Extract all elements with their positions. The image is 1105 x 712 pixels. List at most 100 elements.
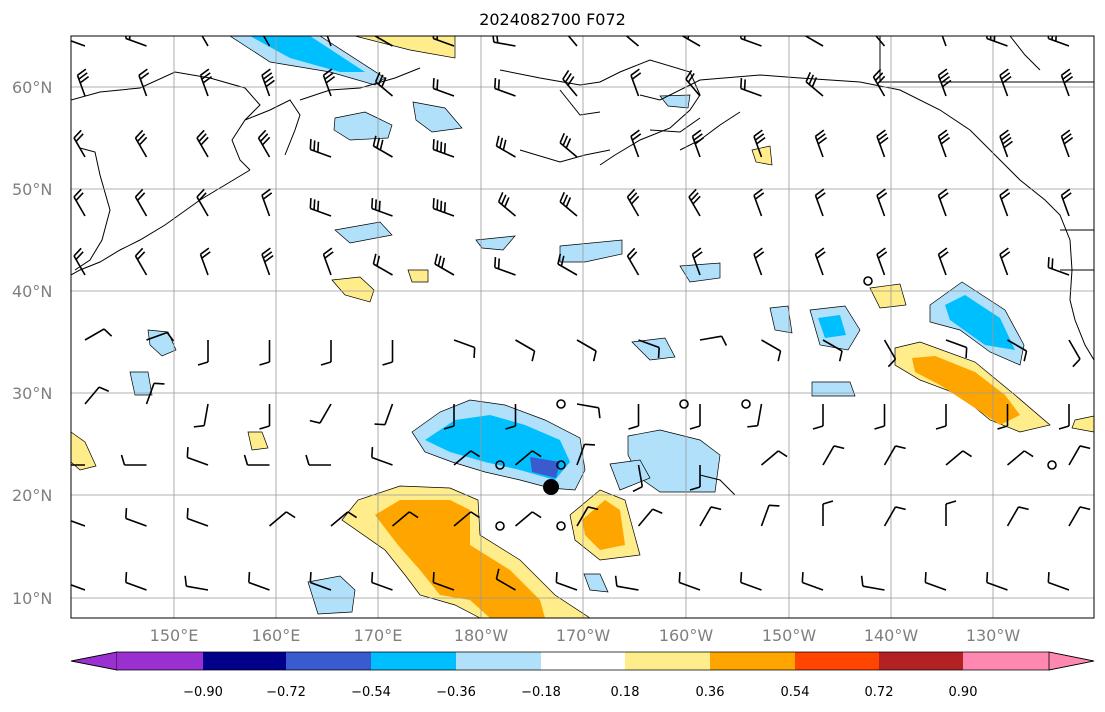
map-title: 2024082700 F072 <box>479 10 626 29</box>
wind-barb-flag <box>376 255 381 267</box>
wind-barb-flag <box>986 36 988 39</box>
graticule <box>71 36 1094 618</box>
wind-barb-flag <box>259 19 266 27</box>
wind-barb <box>125 581 147 591</box>
wind-barb-flag <box>876 247 886 255</box>
wind-barb-flag <box>940 75 951 84</box>
wind-barb <box>1068 445 1081 466</box>
wind-barb <box>1048 581 1070 591</box>
wind-barb-flag <box>657 347 660 358</box>
wind-barb-flag <box>1063 75 1074 84</box>
lon-label-160e: 160°E <box>251 626 301 645</box>
wind-barb-flag <box>1062 72 1072 80</box>
wind-barb-flag <box>592 350 597 362</box>
wind-barb <box>883 339 897 360</box>
wind-barb-flag <box>1079 445 1091 450</box>
wind-barb <box>945 339 967 349</box>
wind-barb <box>576 403 599 409</box>
wind-barb <box>433 581 455 591</box>
wind-barb <box>146 331 168 341</box>
wind-barb-flag <box>989 36 992 40</box>
wind-barb-flag <box>1000 133 1011 141</box>
wind-barb-flag <box>693 133 703 141</box>
wind-barb-flag <box>372 253 377 265</box>
wind-barb-flag <box>740 36 742 39</box>
wind-barb-flag <box>937 247 948 255</box>
wind-barb-flag <box>285 511 296 519</box>
wind-barb-flag <box>1062 133 1072 141</box>
wind-barb-flag <box>777 450 788 458</box>
wind-barb <box>319 403 332 424</box>
wind-barb <box>453 339 475 349</box>
wind-barb <box>71 40 86 47</box>
wind-barb-flag <box>999 68 1009 76</box>
wind-barb <box>310 581 332 591</box>
wind-barb-flag <box>811 77 818 88</box>
wind-barb-flag <box>134 129 144 139</box>
wind-barb-flag <box>305 454 310 466</box>
wind-barb-flag <box>197 19 204 27</box>
wind-barb-flag <box>323 19 331 25</box>
wind-barb-flag <box>999 129 1009 137</box>
wind-barb-flag <box>559 132 566 144</box>
colorbar-tick: −0.36 <box>436 685 476 700</box>
wind-barb-flag <box>309 419 321 424</box>
wind-barb-flag <box>754 251 765 259</box>
wind-barb-flag <box>1062 192 1072 200</box>
wind-barb <box>187 517 209 527</box>
wind-barb-flag <box>436 36 439 40</box>
wind-barb-flag <box>625 25 629 35</box>
wind-barb-flag <box>120 454 126 466</box>
lon-label-140w: 140°W <box>863 626 919 645</box>
wind-barb-flag <box>196 188 205 198</box>
wind-barb <box>637 464 644 487</box>
wind-barb-flag <box>502 139 507 151</box>
wind-barb-flag <box>139 72 150 80</box>
wind-barb-flag <box>371 572 374 583</box>
wind-barb-flag <box>261 247 271 255</box>
wind-barb <box>71 520 86 527</box>
wind-barb-flag <box>628 192 638 201</box>
wind-barb-flag <box>935 425 947 430</box>
wind-barb-flag <box>876 188 886 196</box>
wind-barb-flag <box>309 572 312 583</box>
lat-label-60n: 60°N <box>12 78 53 97</box>
wind-barb-flag <box>432 36 435 39</box>
wind-barb <box>514 511 533 527</box>
wind-barb-flag <box>440 141 443 153</box>
wind-barb-flag <box>166 331 175 342</box>
wind-barb <box>925 581 947 591</box>
colorbar-tick: 0.72 <box>864 685 894 700</box>
wind-barb-flag <box>685 69 693 80</box>
wind-barb-flag <box>138 68 148 76</box>
wind-barb <box>84 328 105 341</box>
colorbar-tick: 0.90 <box>948 685 978 700</box>
wind-barb-flag <box>500 194 507 205</box>
wind-barb <box>740 581 762 591</box>
wind-barb-flag <box>531 450 542 458</box>
wind-barb-flag <box>870 20 876 29</box>
wind-barb-flag <box>313 199 316 210</box>
wind-barb-flag <box>325 75 336 84</box>
wind-barb-flag <box>879 136 889 145</box>
wind-barb <box>822 339 843 352</box>
wind-barb-flag <box>262 72 273 80</box>
wind-barb-flag <box>371 198 374 209</box>
wind-barb <box>453 511 472 527</box>
wind-barb-flag <box>382 361 393 366</box>
wind-barb-flag <box>937 129 948 137</box>
wind-barb-flag <box>201 251 211 259</box>
wind-barb <box>326 36 332 47</box>
wind-barb-flag <box>202 75 213 84</box>
wind-barb-flag <box>720 335 728 346</box>
wind-barb-flag <box>555 572 558 583</box>
wind-barb-flag <box>567 76 575 86</box>
wind-barb-flag <box>434 253 439 265</box>
wind-barb-flag <box>939 72 949 80</box>
wind-barb-flag <box>263 26 270 34</box>
wind-barb-flag <box>710 506 722 511</box>
wind-barb-flag <box>73 129 82 139</box>
wind-barb <box>576 506 589 527</box>
wind-barb-flag <box>754 192 765 200</box>
